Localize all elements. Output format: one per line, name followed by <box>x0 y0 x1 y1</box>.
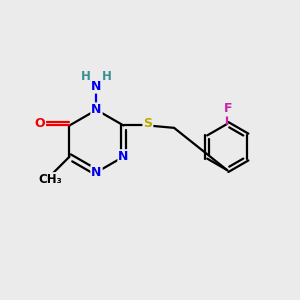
Text: CH₃: CH₃ <box>38 173 62 186</box>
Text: N: N <box>91 80 102 93</box>
Text: H: H <box>81 70 91 83</box>
Text: N: N <box>91 166 102 179</box>
Text: H: H <box>102 70 112 83</box>
Text: F: F <box>224 103 232 116</box>
Text: N: N <box>118 150 129 163</box>
Text: S: S <box>143 117 152 130</box>
Text: O: O <box>34 117 45 130</box>
Text: N: N <box>91 103 102 116</box>
